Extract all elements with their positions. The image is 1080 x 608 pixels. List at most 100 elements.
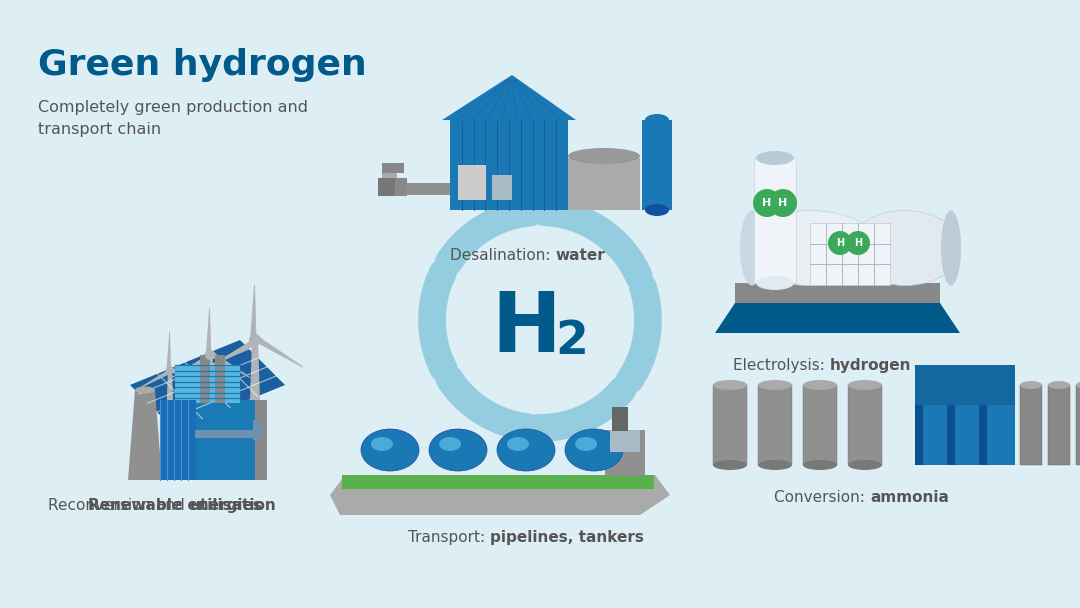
Circle shape [846,231,870,255]
Ellipse shape [849,210,961,286]
FancyBboxPatch shape [384,183,450,195]
Ellipse shape [1076,381,1080,389]
FancyBboxPatch shape [848,385,882,465]
FancyBboxPatch shape [610,430,640,452]
FancyBboxPatch shape [947,405,955,465]
Ellipse shape [758,380,792,390]
FancyBboxPatch shape [642,120,672,210]
Ellipse shape [1020,381,1042,389]
FancyBboxPatch shape [915,365,1015,465]
Ellipse shape [756,276,794,290]
Ellipse shape [804,460,837,470]
Ellipse shape [713,460,747,470]
FancyBboxPatch shape [395,178,407,196]
FancyBboxPatch shape [215,355,225,403]
Text: H: H [854,238,862,248]
FancyBboxPatch shape [1020,385,1042,465]
Ellipse shape [645,204,669,216]
Circle shape [828,231,852,255]
Circle shape [769,189,797,217]
Text: Reconversion and: Reconversion and [49,498,190,513]
FancyBboxPatch shape [840,240,858,246]
Polygon shape [170,354,212,379]
Ellipse shape [848,380,882,390]
Text: Renewable energies: Renewable energies [89,498,262,513]
FancyBboxPatch shape [612,407,627,431]
FancyBboxPatch shape [255,400,267,480]
Polygon shape [715,303,960,333]
Ellipse shape [756,151,794,165]
FancyBboxPatch shape [1076,385,1080,465]
Ellipse shape [758,460,792,470]
FancyBboxPatch shape [253,420,261,440]
Polygon shape [165,370,175,454]
Text: Completely green production and
transport chain: Completely green production and transpor… [38,100,308,137]
Circle shape [249,334,261,346]
Ellipse shape [568,148,640,164]
FancyBboxPatch shape [804,385,837,465]
Text: H: H [762,198,771,208]
FancyBboxPatch shape [382,163,404,173]
Text: 2: 2 [555,319,589,365]
Ellipse shape [507,437,529,451]
Text: H: H [491,288,561,368]
Polygon shape [210,351,251,378]
FancyBboxPatch shape [175,365,240,403]
FancyBboxPatch shape [160,400,255,480]
Text: Desalination:: Desalination: [449,248,555,263]
FancyBboxPatch shape [810,223,890,285]
Ellipse shape [645,114,669,126]
FancyBboxPatch shape [568,158,640,210]
Polygon shape [248,340,262,460]
FancyBboxPatch shape [342,475,654,489]
Ellipse shape [135,387,156,393]
Ellipse shape [713,380,747,390]
FancyBboxPatch shape [160,400,195,480]
FancyBboxPatch shape [767,200,783,206]
FancyBboxPatch shape [458,165,486,200]
Text: Conversion:: Conversion: [774,490,870,505]
FancyBboxPatch shape [450,120,568,210]
Ellipse shape [429,429,487,471]
FancyBboxPatch shape [735,283,940,305]
Ellipse shape [848,460,882,470]
FancyBboxPatch shape [382,168,397,196]
Polygon shape [206,308,212,355]
Ellipse shape [361,429,419,471]
Text: water: water [555,248,605,263]
Polygon shape [166,331,171,370]
FancyBboxPatch shape [754,158,796,283]
FancyBboxPatch shape [492,175,512,200]
Text: utilisation: utilisation [190,498,276,513]
FancyBboxPatch shape [713,385,747,465]
FancyBboxPatch shape [605,430,645,476]
Text: pipelines, tankers: pipelines, tankers [490,530,644,545]
Ellipse shape [740,210,880,286]
Circle shape [753,189,781,217]
Text: ammonia: ammonia [870,490,949,505]
Polygon shape [170,367,204,389]
Polygon shape [130,340,285,430]
Ellipse shape [740,210,764,286]
Ellipse shape [1048,381,1070,389]
Text: H: H [779,198,787,208]
FancyBboxPatch shape [758,385,792,465]
FancyBboxPatch shape [915,365,1015,405]
Ellipse shape [941,210,961,286]
FancyBboxPatch shape [200,355,210,403]
Polygon shape [442,75,576,120]
Ellipse shape [565,429,623,471]
Text: hydrogen: hydrogen [831,358,912,373]
Polygon shape [207,339,257,368]
Text: Green hydrogen: Green hydrogen [38,48,367,82]
Ellipse shape [372,437,393,451]
Polygon shape [254,336,303,367]
Polygon shape [204,355,216,457]
FancyBboxPatch shape [978,405,987,465]
Circle shape [205,350,215,360]
Ellipse shape [804,380,837,390]
Polygon shape [129,390,162,480]
Circle shape [166,366,174,374]
FancyBboxPatch shape [195,430,257,438]
Polygon shape [330,475,670,515]
